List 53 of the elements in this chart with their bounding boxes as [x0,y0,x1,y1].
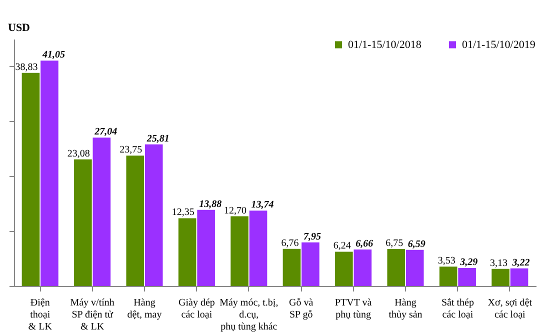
data-label: 12,70 [224,205,247,216]
data-label: 3,22 [511,257,530,268]
data-label: 6,76 [281,238,299,249]
data-label: 3,53 [438,256,456,267]
x-tick-label: Sắt thép các loại [441,298,474,320]
data-label: 3,29 [459,256,478,268]
bar [492,268,510,286]
legend-label: 01/1-15/10/2019 [462,38,536,51]
bar [510,268,528,286]
bar [302,242,320,286]
data-label: 7,95 [303,231,321,242]
x-tick-label: Gỗ và SP gỗ [289,298,314,320]
x-tick-label: Máy móc, t.bị, d.cụ, phụ tùng khác [220,298,278,332]
bar [144,144,163,286]
data-label: 6,66 [356,238,374,250]
data-label: 23,08 [67,148,90,160]
bar [197,210,215,286]
bar [249,210,268,286]
x-tick-label: Hàng dệt, may [127,298,162,320]
bar [406,250,424,286]
x-tick-label: Hàng thủy sản [388,298,422,320]
x-tick-label: PTVT và phụ tùng [334,298,372,320]
data-label: 38,83 [15,62,38,73]
bar [178,218,196,286]
bar [354,249,372,286]
data-label: 23,75 [120,144,142,156]
data-label: 6,59 [408,238,426,250]
bar [439,266,458,286]
data-label: 12,35 [172,207,194,218]
bar [230,216,248,286]
data-label: 6,75 [386,238,404,249]
bar [22,72,40,286]
bar [40,60,58,286]
data-label: 6,24 [333,240,351,252]
data-label: 3,13 [490,258,508,269]
bar [335,252,353,286]
bar [126,156,144,286]
bar [74,159,92,286]
bar [387,248,406,286]
bar [458,268,476,286]
data-label: 41,05 [41,50,65,61]
x-tick-label: Xơ, sợi dệt các loại [488,298,532,320]
bar [92,138,111,286]
data-label: 25,81 [146,133,170,144]
x-tick-label: Điện thoại & LK [28,298,53,332]
data-label: 13,74 [251,200,274,211]
legend-label: 01/1-15/10/2018 [348,38,422,51]
x-tick-label: Giày dép các loại [178,298,215,320]
x-tick-label: Máy v/tính SP điện tử & LK [70,298,114,332]
bar [282,248,301,286]
data-label: 13,88 [199,198,222,210]
data-label: 27,04 [94,126,118,138]
y-axis-title: USD [8,22,30,34]
